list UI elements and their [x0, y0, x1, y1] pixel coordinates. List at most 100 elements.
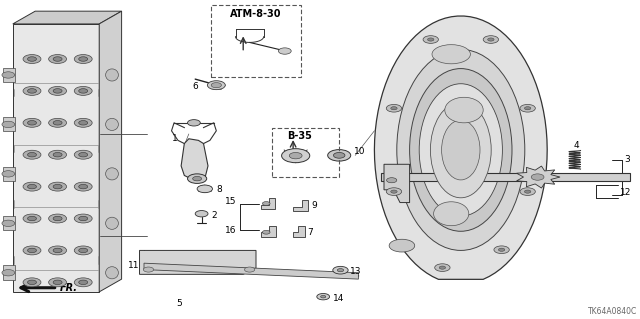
- Circle shape: [23, 55, 41, 63]
- Circle shape: [74, 246, 92, 255]
- Circle shape: [483, 36, 499, 43]
- Circle shape: [74, 214, 92, 223]
- Circle shape: [49, 182, 67, 191]
- Polygon shape: [261, 226, 276, 237]
- Circle shape: [23, 118, 41, 127]
- Circle shape: [387, 188, 402, 196]
- Text: 15: 15: [225, 197, 237, 206]
- Text: 11: 11: [128, 261, 140, 270]
- Circle shape: [79, 280, 88, 285]
- Text: 12: 12: [620, 188, 631, 197]
- Circle shape: [499, 248, 505, 251]
- Circle shape: [333, 266, 348, 274]
- Text: 6: 6: [193, 82, 198, 91]
- FancyBboxPatch shape: [381, 173, 630, 181]
- Text: 2: 2: [211, 211, 217, 220]
- Polygon shape: [140, 250, 256, 274]
- Polygon shape: [293, 200, 308, 211]
- Circle shape: [53, 280, 62, 285]
- Text: 10: 10: [354, 147, 365, 156]
- Polygon shape: [13, 11, 122, 24]
- Circle shape: [23, 86, 41, 95]
- Circle shape: [262, 230, 270, 234]
- Circle shape: [49, 86, 67, 95]
- Circle shape: [494, 246, 509, 254]
- Polygon shape: [13, 24, 99, 292]
- Circle shape: [143, 267, 154, 272]
- Ellipse shape: [434, 202, 468, 226]
- Text: 7: 7: [307, 228, 313, 237]
- Circle shape: [428, 38, 434, 41]
- Circle shape: [321, 295, 326, 298]
- Circle shape: [28, 121, 36, 125]
- FancyBboxPatch shape: [3, 265, 15, 280]
- Circle shape: [28, 248, 36, 253]
- Circle shape: [391, 107, 397, 110]
- Circle shape: [49, 214, 67, 223]
- Circle shape: [520, 104, 535, 112]
- Circle shape: [2, 72, 15, 78]
- Circle shape: [195, 211, 208, 217]
- Circle shape: [289, 152, 302, 159]
- Circle shape: [49, 278, 67, 287]
- Text: FR.: FR.: [60, 283, 78, 293]
- Polygon shape: [144, 263, 358, 279]
- Text: 5: 5: [177, 299, 182, 308]
- Ellipse shape: [419, 84, 502, 216]
- Ellipse shape: [106, 168, 118, 180]
- Polygon shape: [181, 139, 208, 180]
- Circle shape: [28, 57, 36, 61]
- Circle shape: [74, 278, 92, 287]
- FancyBboxPatch shape: [3, 216, 15, 230]
- Circle shape: [23, 246, 41, 255]
- Ellipse shape: [432, 45, 470, 64]
- FancyBboxPatch shape: [3, 167, 15, 181]
- Circle shape: [53, 248, 62, 253]
- Ellipse shape: [106, 69, 118, 81]
- Circle shape: [28, 216, 36, 221]
- Circle shape: [520, 188, 535, 196]
- Text: 13: 13: [350, 267, 362, 276]
- Polygon shape: [293, 226, 305, 237]
- Circle shape: [197, 185, 212, 193]
- Circle shape: [207, 81, 225, 90]
- Circle shape: [28, 89, 36, 93]
- Ellipse shape: [445, 97, 483, 123]
- Ellipse shape: [106, 267, 118, 279]
- Circle shape: [524, 190, 531, 193]
- Circle shape: [74, 55, 92, 63]
- Circle shape: [53, 57, 62, 61]
- Circle shape: [53, 152, 62, 157]
- Circle shape: [435, 264, 450, 271]
- Text: 1: 1: [172, 134, 178, 143]
- Text: 4: 4: [573, 141, 579, 150]
- Text: TK64A0840C: TK64A0840C: [588, 308, 637, 316]
- Circle shape: [211, 83, 221, 88]
- Circle shape: [74, 150, 92, 159]
- Circle shape: [524, 107, 531, 110]
- Circle shape: [193, 176, 202, 181]
- Ellipse shape: [410, 69, 512, 231]
- Circle shape: [23, 278, 41, 287]
- Circle shape: [2, 121, 15, 128]
- FancyBboxPatch shape: [3, 117, 15, 131]
- Circle shape: [79, 57, 88, 61]
- FancyBboxPatch shape: [3, 68, 15, 82]
- Circle shape: [28, 184, 36, 189]
- Circle shape: [317, 293, 330, 300]
- Text: 8: 8: [216, 185, 222, 194]
- Circle shape: [278, 48, 291, 54]
- Circle shape: [488, 38, 494, 41]
- Circle shape: [28, 280, 36, 285]
- Circle shape: [389, 239, 415, 252]
- Circle shape: [53, 89, 62, 93]
- Circle shape: [49, 150, 67, 159]
- Circle shape: [49, 246, 67, 255]
- Circle shape: [391, 190, 397, 193]
- Circle shape: [79, 152, 88, 157]
- Circle shape: [188, 120, 200, 126]
- Text: 3: 3: [624, 155, 630, 164]
- Circle shape: [531, 174, 544, 180]
- Circle shape: [79, 121, 88, 125]
- Text: ATM-8-30: ATM-8-30: [230, 9, 282, 19]
